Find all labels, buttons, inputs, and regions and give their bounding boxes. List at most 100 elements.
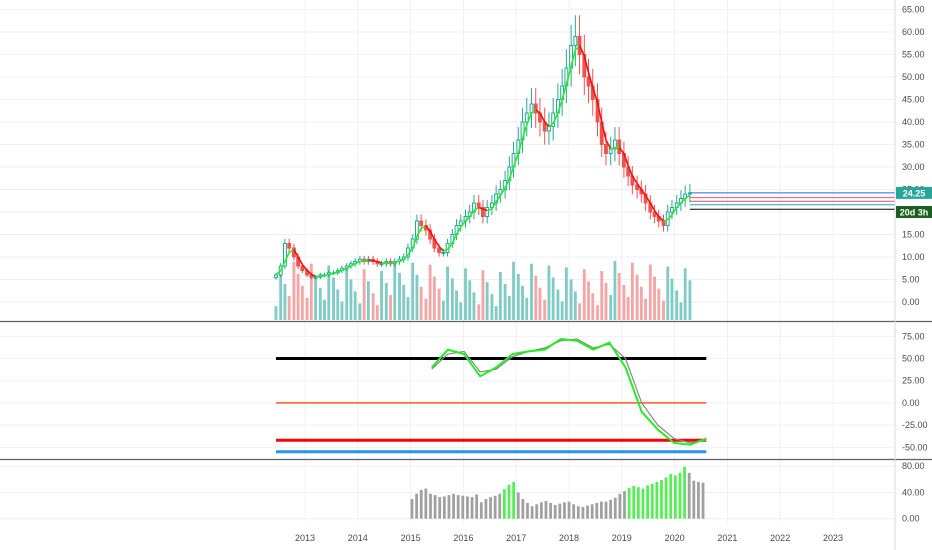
histogram-panel bbox=[410, 466, 705, 519]
histogram-bar bbox=[567, 501, 571, 519]
volume-bar bbox=[494, 306, 498, 320]
histogram-bar bbox=[572, 504, 576, 519]
ma-segment bbox=[610, 146, 616, 150]
ma-segment bbox=[583, 55, 590, 73]
ma-segment bbox=[495, 195, 502, 202]
ma-segment bbox=[535, 109, 541, 114]
volume-bar bbox=[477, 304, 481, 320]
y-tick-label: 50.00 bbox=[902, 354, 925, 364]
volume-bar bbox=[675, 290, 679, 320]
volume-bar bbox=[481, 270, 485, 320]
histogram-bar bbox=[553, 504, 557, 519]
volume-bar bbox=[415, 274, 419, 320]
ma-segment bbox=[653, 210, 660, 217]
volume-bar bbox=[516, 273, 520, 320]
ma-segment bbox=[284, 252, 290, 262]
ma-segment bbox=[574, 44, 581, 51]
volume-bar bbox=[472, 292, 476, 320]
ma-segment bbox=[324, 273, 330, 277]
histogram-bar bbox=[456, 495, 460, 519]
ma-segment bbox=[293, 249, 299, 258]
candle-body bbox=[586, 76, 591, 87]
price-tags: 24.25 20d 3h bbox=[896, 186, 932, 218]
histogram-bar bbox=[530, 506, 534, 519]
volume-bar bbox=[468, 280, 472, 320]
ma-segment bbox=[561, 84, 568, 100]
volume-bar bbox=[340, 301, 344, 320]
volume-bar bbox=[336, 289, 340, 320]
x-tick-label: 2022 bbox=[770, 533, 790, 543]
histogram-bar bbox=[650, 483, 654, 519]
ma-segment bbox=[446, 243, 453, 250]
candle-body bbox=[274, 274, 278, 279]
volume-bar bbox=[292, 261, 296, 320]
y-tick-label: 30.00 bbox=[902, 162, 925, 172]
ma-segment bbox=[557, 99, 563, 114]
ma-segment bbox=[301, 264, 308, 271]
volume-bar bbox=[534, 275, 538, 320]
histogram-bar bbox=[563, 502, 566, 519]
ma-segment bbox=[631, 175, 638, 184]
ma-segment bbox=[486, 208, 493, 212]
ma-segment bbox=[411, 235, 418, 249]
volume-bar bbox=[305, 297, 309, 320]
volume-bar bbox=[314, 275, 317, 320]
x-axis-labels[interactable]: 2013 2014 2015 2016 2017 2018 2019 2020 2021 2022… bbox=[295, 533, 843, 543]
y-tick-label: 25.00 bbox=[902, 376, 925, 386]
y-tick-label: 10.00 bbox=[902, 252, 925, 262]
histogram-bar bbox=[641, 488, 645, 519]
volume-bar bbox=[332, 277, 335, 320]
volume-bar bbox=[389, 295, 392, 320]
ma-segment bbox=[403, 254, 409, 260]
ma-segment bbox=[600, 121, 607, 141]
volume-bar bbox=[371, 293, 375, 320]
ma-segment bbox=[667, 214, 673, 221]
volume-bar bbox=[648, 264, 652, 320]
histogram-bar bbox=[507, 484, 511, 519]
histogram-bar bbox=[581, 506, 585, 519]
y-tick-label: 80.00 bbox=[902, 461, 925, 471]
ma-segment bbox=[297, 256, 304, 265]
ma-segment bbox=[570, 49, 577, 67]
candle-body bbox=[613, 139, 617, 150]
ma-segment bbox=[460, 220, 467, 228]
y-tick-label: 40.00 bbox=[902, 487, 925, 497]
candle-body bbox=[419, 220, 424, 226]
ma-segment bbox=[288, 248, 295, 254]
histogram-bar bbox=[516, 492, 520, 519]
histogram-bar bbox=[415, 493, 418, 519]
ma-segment bbox=[671, 207, 678, 216]
histogram-bar bbox=[595, 502, 599, 519]
volume-bar bbox=[507, 296, 511, 320]
y-tick-label: 60.00 bbox=[902, 27, 925, 37]
volume-bar bbox=[538, 287, 542, 320]
y-tick-label: -25.00 bbox=[902, 420, 928, 430]
histogram-bar bbox=[479, 502, 483, 519]
x-tick-label: 2020 bbox=[665, 533, 685, 543]
ma-segment bbox=[640, 189, 647, 196]
volume-bar bbox=[424, 298, 428, 320]
ma-segment bbox=[504, 178, 511, 189]
ma-segment bbox=[416, 228, 422, 237]
volume-bar bbox=[556, 289, 560, 320]
ma-segment bbox=[333, 271, 339, 275]
y-axis-labels[interactable]: 65.00 60.00 55.00 50.00 45.00 40.00 35.00 30.00… bbox=[902, 5, 928, 524]
ma-segment bbox=[320, 274, 325, 278]
ma-segment bbox=[399, 258, 405, 263]
x-tick-label: 2015 bbox=[401, 533, 421, 543]
histogram-bar bbox=[673, 475, 677, 519]
ma-segment bbox=[587, 72, 594, 88]
volume-bar bbox=[485, 282, 489, 320]
histogram-bar bbox=[618, 493, 622, 519]
ma-segment bbox=[526, 112, 533, 126]
ma-segment bbox=[618, 147, 625, 154]
y-tick-label: 40.00 bbox=[902, 117, 925, 127]
volume-bar bbox=[393, 260, 397, 320]
ma-segment bbox=[433, 238, 440, 247]
histogram-bar bbox=[604, 501, 608, 519]
volume-bar bbox=[639, 286, 643, 320]
last-price-label: 24.25 bbox=[903, 188, 926, 198]
y-tick-label: 0.00 bbox=[902, 514, 920, 524]
